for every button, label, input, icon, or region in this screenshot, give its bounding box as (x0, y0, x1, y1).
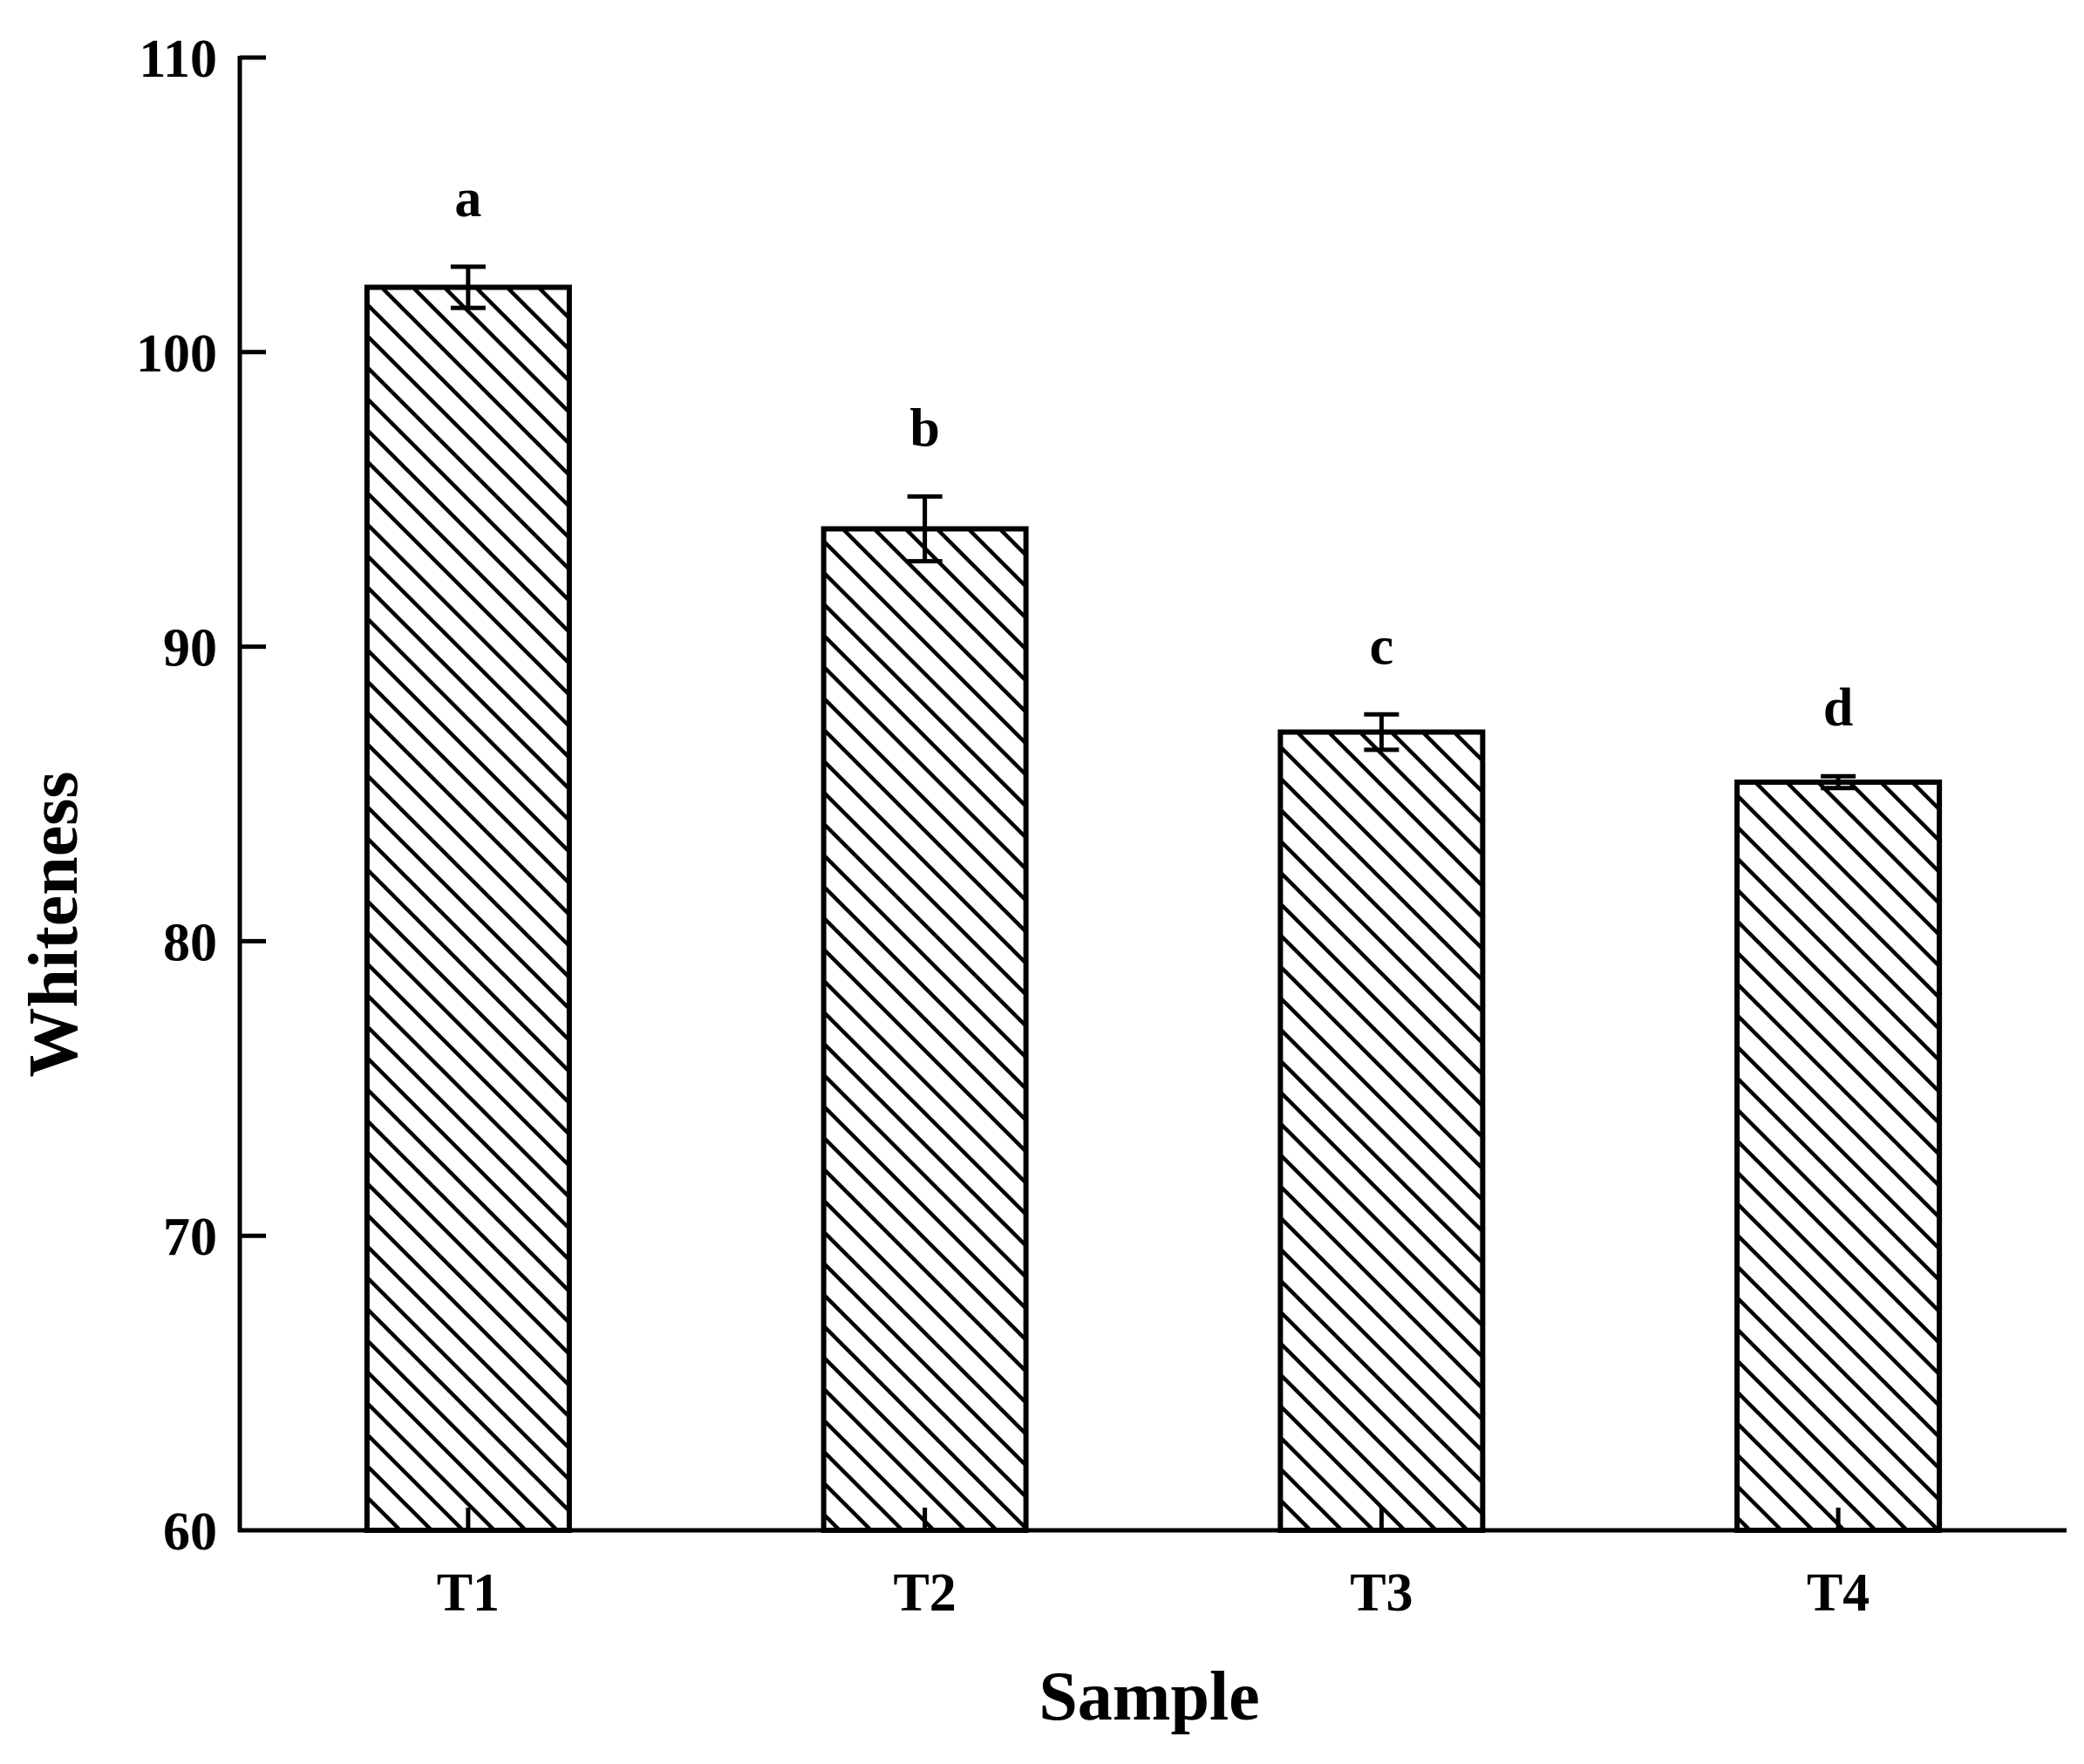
y-tick-label: 80 (163, 913, 217, 972)
y-axis-title: Whiteness (16, 771, 92, 1077)
x-tick-label: T3 (1350, 1563, 1413, 1623)
y-tick-label: 70 (163, 1208, 217, 1267)
x-axis-title: Sample (1039, 1658, 1259, 1735)
y-tick-label: 100 (136, 324, 217, 384)
bar-T2 (821, 526, 1029, 1533)
significance-letter-T2: b (909, 398, 939, 458)
x-tick-label: T2 (893, 1563, 956, 1623)
y-tick-label: 110 (139, 30, 217, 89)
x-tick-label: T4 (1807, 1563, 1869, 1623)
significance-letter-T3: c (1370, 616, 1394, 676)
significance-letters-group: a b c d (454, 169, 1853, 738)
y-tick-label: 60 (163, 1502, 217, 1562)
significance-letter-T4: d (1823, 678, 1853, 738)
x-axis-ticks: T1 T2 T3 T4 (437, 1508, 1869, 1623)
y-axis-ticks: 60 70 80 90 100 110 (136, 30, 266, 1562)
bar-T4 (1734, 779, 1943, 1533)
significance-letter-T1: a (454, 169, 481, 228)
y-tick-label: 90 (163, 619, 217, 678)
error-bars-group (450, 264, 1856, 791)
bar-T3 (1277, 729, 1486, 1533)
bar-T1 (364, 284, 572, 1533)
bars-group (364, 284, 1943, 1533)
x-tick-label: T1 (437, 1563, 500, 1623)
